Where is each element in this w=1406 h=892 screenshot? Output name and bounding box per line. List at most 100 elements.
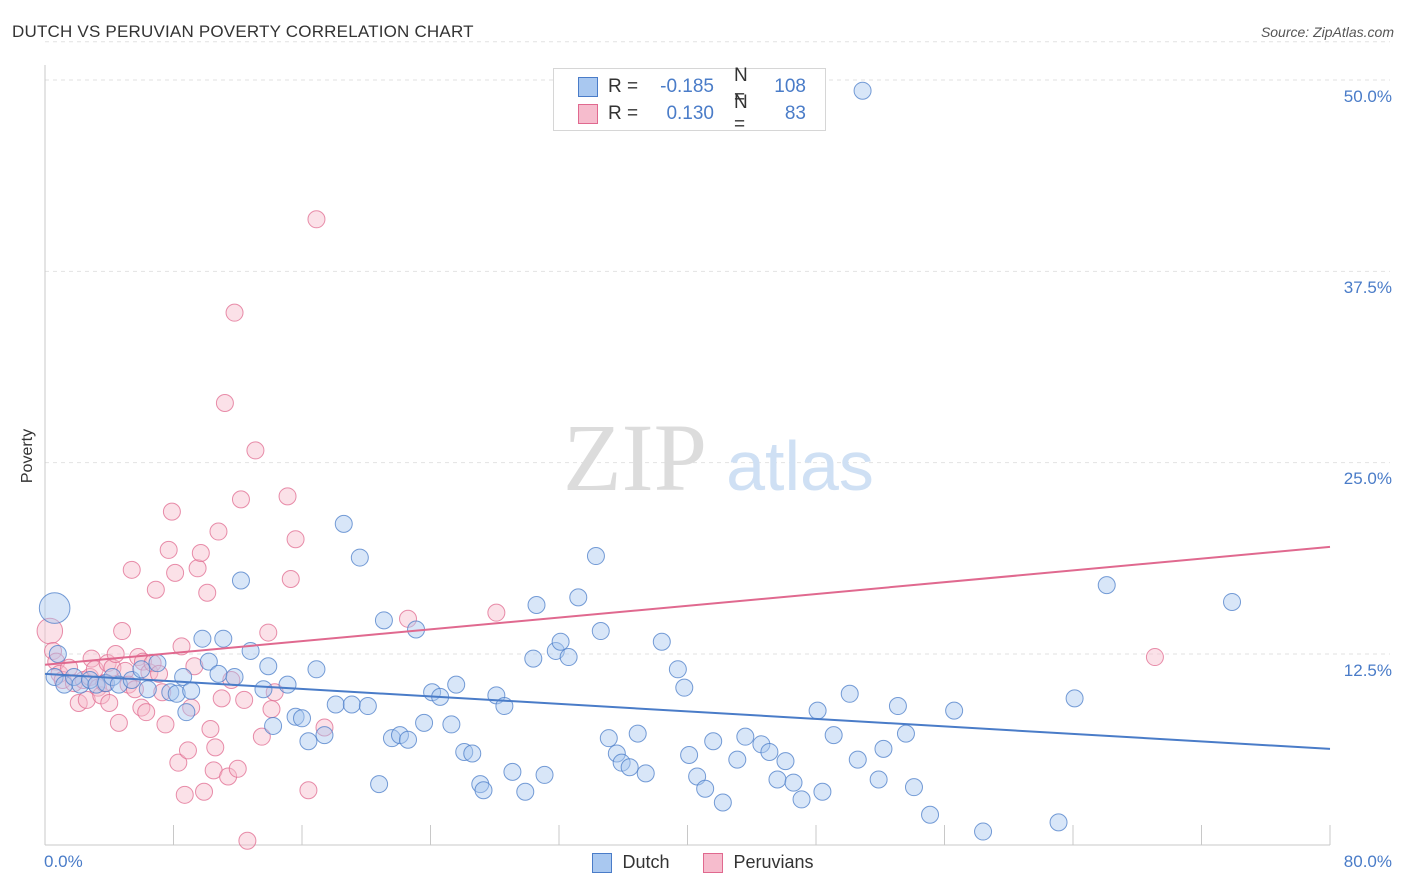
dutch-point <box>399 730 418 749</box>
dutch-point <box>586 547 605 566</box>
peruvians-point <box>77 690 96 709</box>
n-label: N = <box>734 92 748 135</box>
dutch-point <box>442 715 461 734</box>
y-tick-label: 37.5% <box>1343 278 1392 297</box>
dutch-point <box>474 781 493 800</box>
dutch-point <box>209 664 228 683</box>
peruvians-point <box>259 623 278 642</box>
dutch-point <box>231 571 250 590</box>
dutch-point <box>813 782 832 801</box>
series-legend: Dutch Peruvians <box>0 852 1406 873</box>
dutch-point <box>824 726 843 745</box>
peruvians-n-value: 83 <box>784 103 806 124</box>
peruvians-point <box>109 713 128 732</box>
dutch-legend-swatch <box>592 852 613 873</box>
stats-legend: R = -0.185 N = 108 R = 0.130 N = 83 <box>553 65 826 135</box>
peruvians-point <box>133 652 152 671</box>
r-label: R = <box>608 103 639 124</box>
dutch-point <box>199 652 218 671</box>
x-tick-label-max: 80.0% <box>1343 852 1392 871</box>
peruvians-point <box>100 693 119 712</box>
dutch-point <box>1223 592 1242 611</box>
dutch-point <box>132 660 151 679</box>
dutch-point <box>293 709 311 728</box>
dutch-legend-label: Dutch <box>622 852 670 872</box>
peruvians-point <box>185 657 204 676</box>
peruvians-point <box>146 580 165 599</box>
peruvians-point <box>172 637 191 656</box>
peruvians-point <box>122 560 141 579</box>
dutch-point <box>254 680 273 699</box>
peruvians-point <box>159 540 178 559</box>
dutch-point <box>535 765 554 784</box>
dutch-point <box>704 732 723 751</box>
dutch-trend-line <box>44 672 1331 750</box>
peruvians-point <box>137 703 156 722</box>
dutch-point <box>342 695 361 714</box>
peruvians-point <box>201 720 220 739</box>
dutch-point <box>896 724 915 743</box>
dutch-point <box>38 592 71 624</box>
source-label: Source: ZipAtlas.com <box>1260 24 1394 40</box>
dutch-point <box>668 660 687 679</box>
dutch-point <box>776 752 795 771</box>
dutch-point <box>503 762 522 781</box>
dutch-point <box>326 695 345 714</box>
dutch-point <box>193 629 212 648</box>
dutch-point <box>599 729 618 748</box>
dutch-point <box>463 744 482 763</box>
peruvians-point <box>235 690 254 709</box>
dutch-point <box>334 514 353 533</box>
dutch-point <box>559 648 578 667</box>
y-tick-label: 25.0% <box>1343 469 1392 488</box>
dutch-point <box>628 724 647 743</box>
dutch-point <box>680 746 699 765</box>
peruvians-point <box>225 303 244 322</box>
peruvians-trend-line <box>44 545 1331 666</box>
y-axis-label: Poverty <box>19 428 36 484</box>
peruvians-point <box>299 781 318 800</box>
dutch-point <box>888 697 907 716</box>
dutch-point <box>591 622 610 641</box>
peruvians-point <box>162 502 181 521</box>
peruvians-point <box>1145 648 1164 667</box>
dutch-point <box>48 645 67 663</box>
dutch-r-value: -0.185 <box>660 76 714 97</box>
dutch-point <box>607 744 626 763</box>
peruvians-point <box>262 700 281 719</box>
dutch-point <box>569 588 588 607</box>
dutch-point <box>177 703 196 722</box>
dutch-point <box>874 739 893 758</box>
dutch-point <box>652 632 671 651</box>
dutch-point <box>784 773 803 792</box>
dutch-point <box>45 667 64 686</box>
dutch-point <box>286 707 305 726</box>
dutch-point <box>713 793 732 812</box>
peruvians-point <box>278 487 297 506</box>
dutch-point <box>182 681 201 700</box>
dutch-point <box>55 675 74 694</box>
peruvians-legend-label: Peruvians <box>733 852 814 872</box>
dutch-point <box>921 805 940 824</box>
peruvians-point <box>44 641 63 660</box>
dutch-point <box>214 629 233 648</box>
dutch-point <box>527 596 546 615</box>
legend-item-dutch[interactable]: Dutch <box>592 852 669 873</box>
legend-item-peruvians[interactable]: Peruvians <box>703 852 814 873</box>
dutch-point <box>299 732 318 751</box>
dutch-point <box>138 680 157 699</box>
legend-row-peruvians: R = 0.130 N = 83 <box>578 92 806 135</box>
peruvians-point <box>113 622 132 641</box>
peruvians-point <box>36 617 64 645</box>
peruvians-point <box>219 767 238 786</box>
dutch-point <box>516 782 535 801</box>
dutch-point <box>1049 813 1068 832</box>
peruvians-point <box>252 727 271 746</box>
peruvians-point <box>231 490 250 509</box>
dutch-point <box>945 701 964 720</box>
watermark-zip: ZIP <box>563 404 707 511</box>
dutch-point <box>904 778 923 797</box>
x-tick-label-min: 0.0% <box>44 852 83 871</box>
dutch-point <box>792 790 811 809</box>
peruvians-point <box>246 441 265 460</box>
